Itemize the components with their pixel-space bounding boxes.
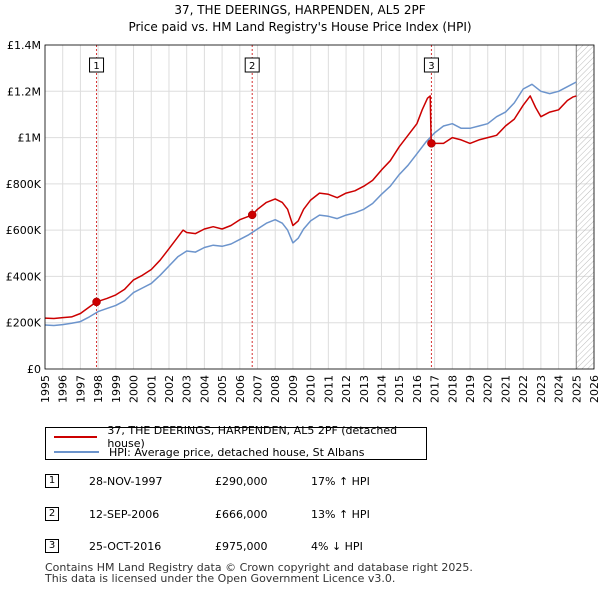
x-tick-label: 2020 [482,375,495,403]
x-tick-label: 2017 [429,375,442,403]
x-tick-label: 2012 [340,375,353,403]
sale-hpi-change: 13% ↑ HPI [311,508,370,521]
x-tick-label: 2021 [499,375,512,403]
sale-label-number: 3 [428,61,434,72]
y-tick-label: £400K [6,270,42,283]
x-tick-label: 2004 [198,375,211,403]
future-hatch [576,45,594,369]
sale-hpi-change: 4% ↓ HPI [311,540,363,553]
legend-label-property: 37, THE DEERINGS, HARPENDEN, AL5 2PF (de… [107,424,398,450]
legend: 37, THE DEERINGS, HARPENDEN, AL5 2PF (de… [45,424,427,460]
x-tick-label: 2001 [145,375,158,403]
x-tick-label: 2010 [305,375,318,403]
series-lines [44,81,577,327]
x-tick-label: 2009 [287,375,300,403]
x-tick-label: 2025 [570,375,583,403]
sale-label-box [423,57,439,73]
x-tick-label: 2024 [553,375,566,403]
sale-number: 2 [45,507,59,521]
sale-number: 1 [45,474,59,488]
y-tick-label: £600K [6,224,42,237]
plot-area [45,45,594,369]
property-price-line [44,95,577,320]
sale-price: £975,000 [215,540,268,553]
sale-price: £666,000 [215,508,268,521]
y-tick-label: £1M [18,132,42,145]
x-tick-label: 1998 [92,375,105,403]
footer-licence: This data is licensed under the Open Gov… [45,572,396,585]
y-tick-label: £1.2M [7,85,41,98]
x-tick-label: 2018 [446,375,459,403]
x-tick-label: 2008 [269,375,282,403]
x-tick-label: 2013 [358,375,371,403]
x-tick-label: 2011 [322,375,335,403]
x-tick-label: 1999 [110,375,123,403]
chart-subtitle: Price paid vs. HM Land Registry's House … [128,20,471,34]
x-tick-label: 2023 [535,375,548,403]
chart-title: 37, THE DEERINGS, HARPENDEN, AL5 2PF [174,3,425,17]
x-tick-label: 2003 [181,375,194,403]
x-tick-label: 2026 [588,375,600,403]
sale-date: 12-SEP-2006 [89,508,160,521]
sale-markers-lines [96,45,432,369]
sale-point [247,210,257,220]
x-tick-label: 2006 [234,375,247,403]
sale-label-number: 1 [93,61,99,72]
sale-row: 2 12-SEP-2006 £666,000 13% ↑ HPI [45,507,585,523]
y-tick-label: £0 [27,363,41,376]
x-tick-label: 2016 [411,375,424,403]
sale-row: 3 25-OCT-2016 £975,000 4% ↓ HPI [45,539,585,555]
sale-points [92,139,436,307]
x-tick-label: 2002 [163,375,176,403]
x-tick-label: 2005 [216,375,229,403]
price-chart: 37, THE DEERINGS, HARPENDEN, AL5 2PF Pri… [6,3,600,403]
x-tick-label: 1995 [39,375,52,403]
sale-point [92,297,101,307]
legend-swatch-hpi [54,451,99,453]
x-tick-label: 2015 [393,375,406,403]
x-tick-label: 2019 [464,375,477,403]
x-tick-label: 2014 [375,375,388,403]
y-tick-label: £200K [6,317,42,330]
x-tick-label: 2022 [517,375,530,403]
sale-date: 25-OCT-2016 [89,540,162,553]
legend-label-hpi: HPI: Average price, detached house, St A… [109,445,365,459]
x-tick-label: 2007 [252,375,265,403]
hpi-line [44,81,577,327]
grid [44,44,595,370]
legend-item-hpi: HPI: Average price, detached house, St A… [54,445,364,459]
sale-price: £290,000 [215,475,268,488]
sale-point [427,139,436,148]
legend-item-property: 37, THE DEERINGS, HARPENDEN, AL5 2PF (de… [54,424,426,450]
legend-swatch-property [54,436,98,438]
x-tick-label: 2000 [128,375,141,403]
axes: 1995 1996 1997 1998 1999 2000 2001 2002 2003 2004… [6,39,600,403]
footer: Contains HM Land Registry data © Crown c… [45,562,473,584]
plot-frame [44,44,595,370]
sale-labels: 1 2 3 [89,57,439,73]
sale-hpi-change: 17% ↑ HPI [311,475,370,488]
future-shade [575,45,594,369]
sale-label-box [244,57,260,73]
sale-date: 28-NOV-1997 [89,475,163,488]
sale-label-box [89,57,105,73]
sale-row: 1 28-NOV-1997 £290,000 17% ↑ HPI [45,474,585,490]
y-tick-label: £1.4M [7,39,41,52]
footer-copyright: Contains HM Land Registry data © Crown c… [45,561,473,574]
sale-number: 3 [45,539,59,553]
sale-label-number: 2 [249,61,255,72]
y-tick-label: £800K [6,178,42,191]
x-tick-label: 1997 [74,375,87,403]
x-tick-label: 1996 [57,375,70,403]
